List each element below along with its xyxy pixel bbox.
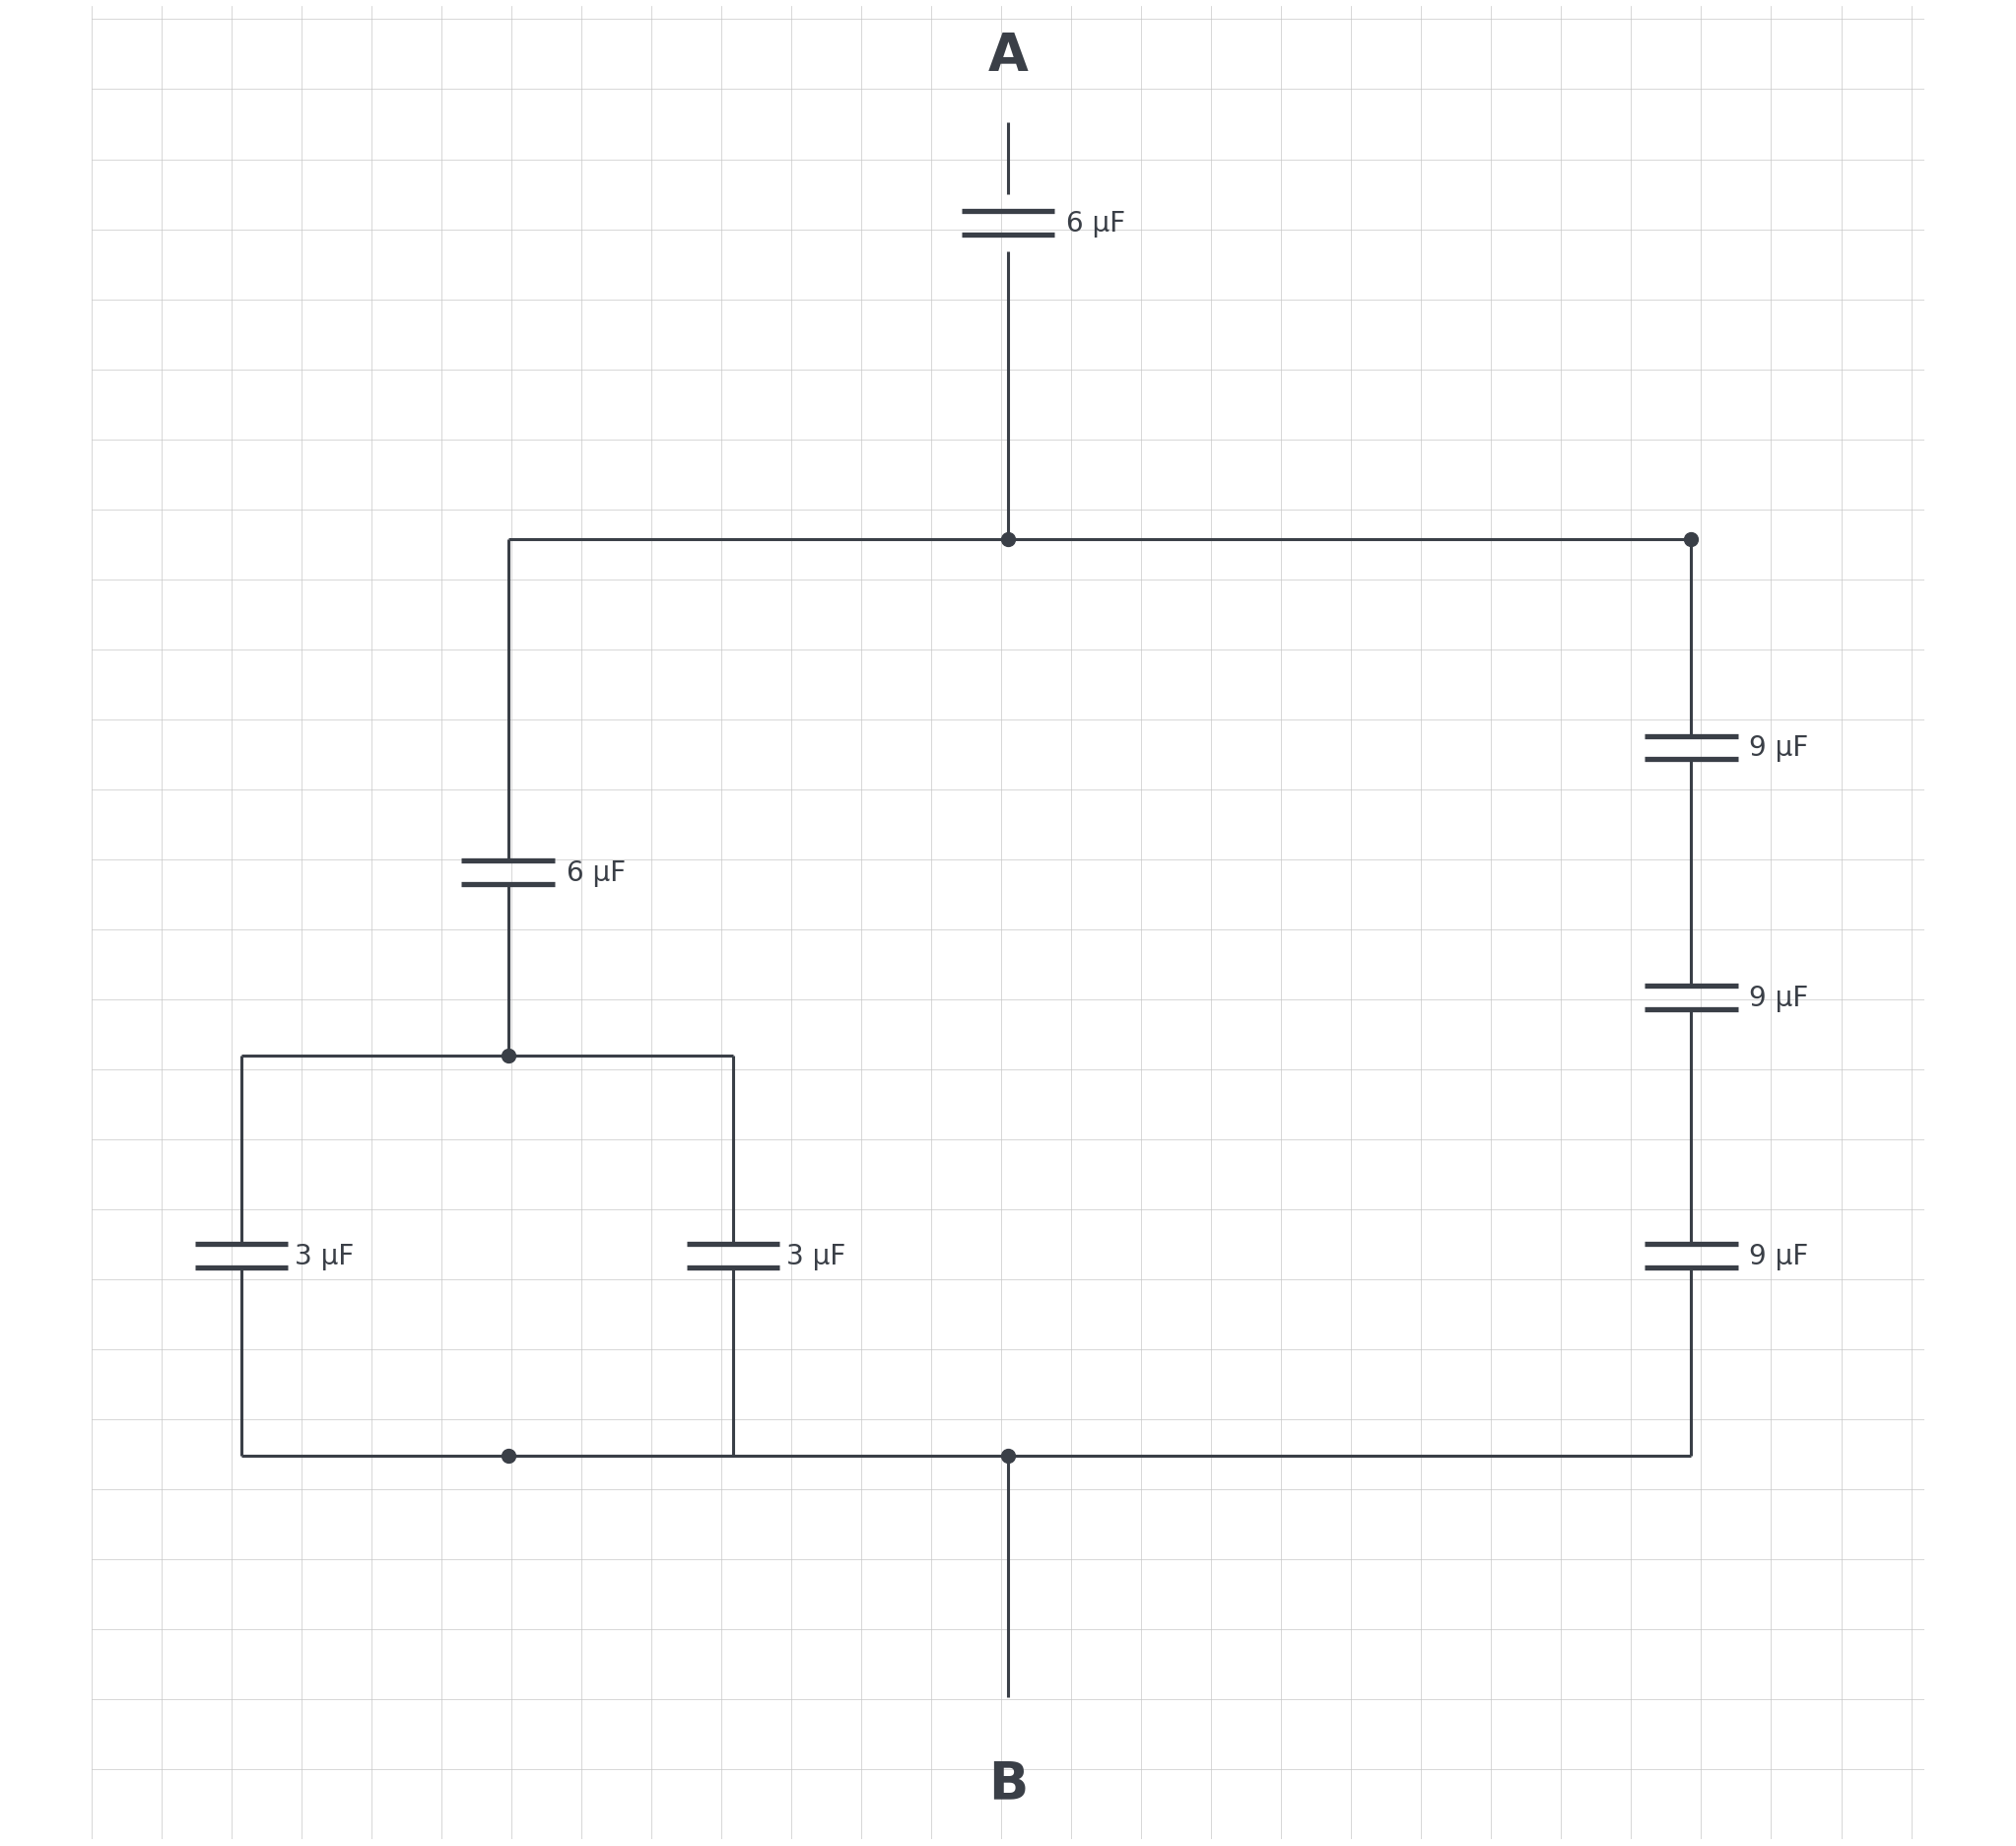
Text: B: B [988,1757,1028,1809]
Point [1675,524,1708,554]
Point [492,1041,524,1071]
Point [492,1442,524,1471]
Text: 3 μF: 3 μF [786,1242,847,1270]
Text: 9 μF: 9 μF [1750,984,1808,1012]
Text: 6 μF: 6 μF [566,858,625,886]
Point [992,1442,1024,1471]
Text: 6 μF: 6 μF [1066,210,1125,236]
Text: A: A [988,31,1028,81]
Text: 3 μF: 3 μF [294,1242,355,1270]
Text: 9 μF: 9 μF [1750,1242,1808,1270]
Point [992,524,1024,554]
Text: 9 μF: 9 μF [1750,735,1808,762]
